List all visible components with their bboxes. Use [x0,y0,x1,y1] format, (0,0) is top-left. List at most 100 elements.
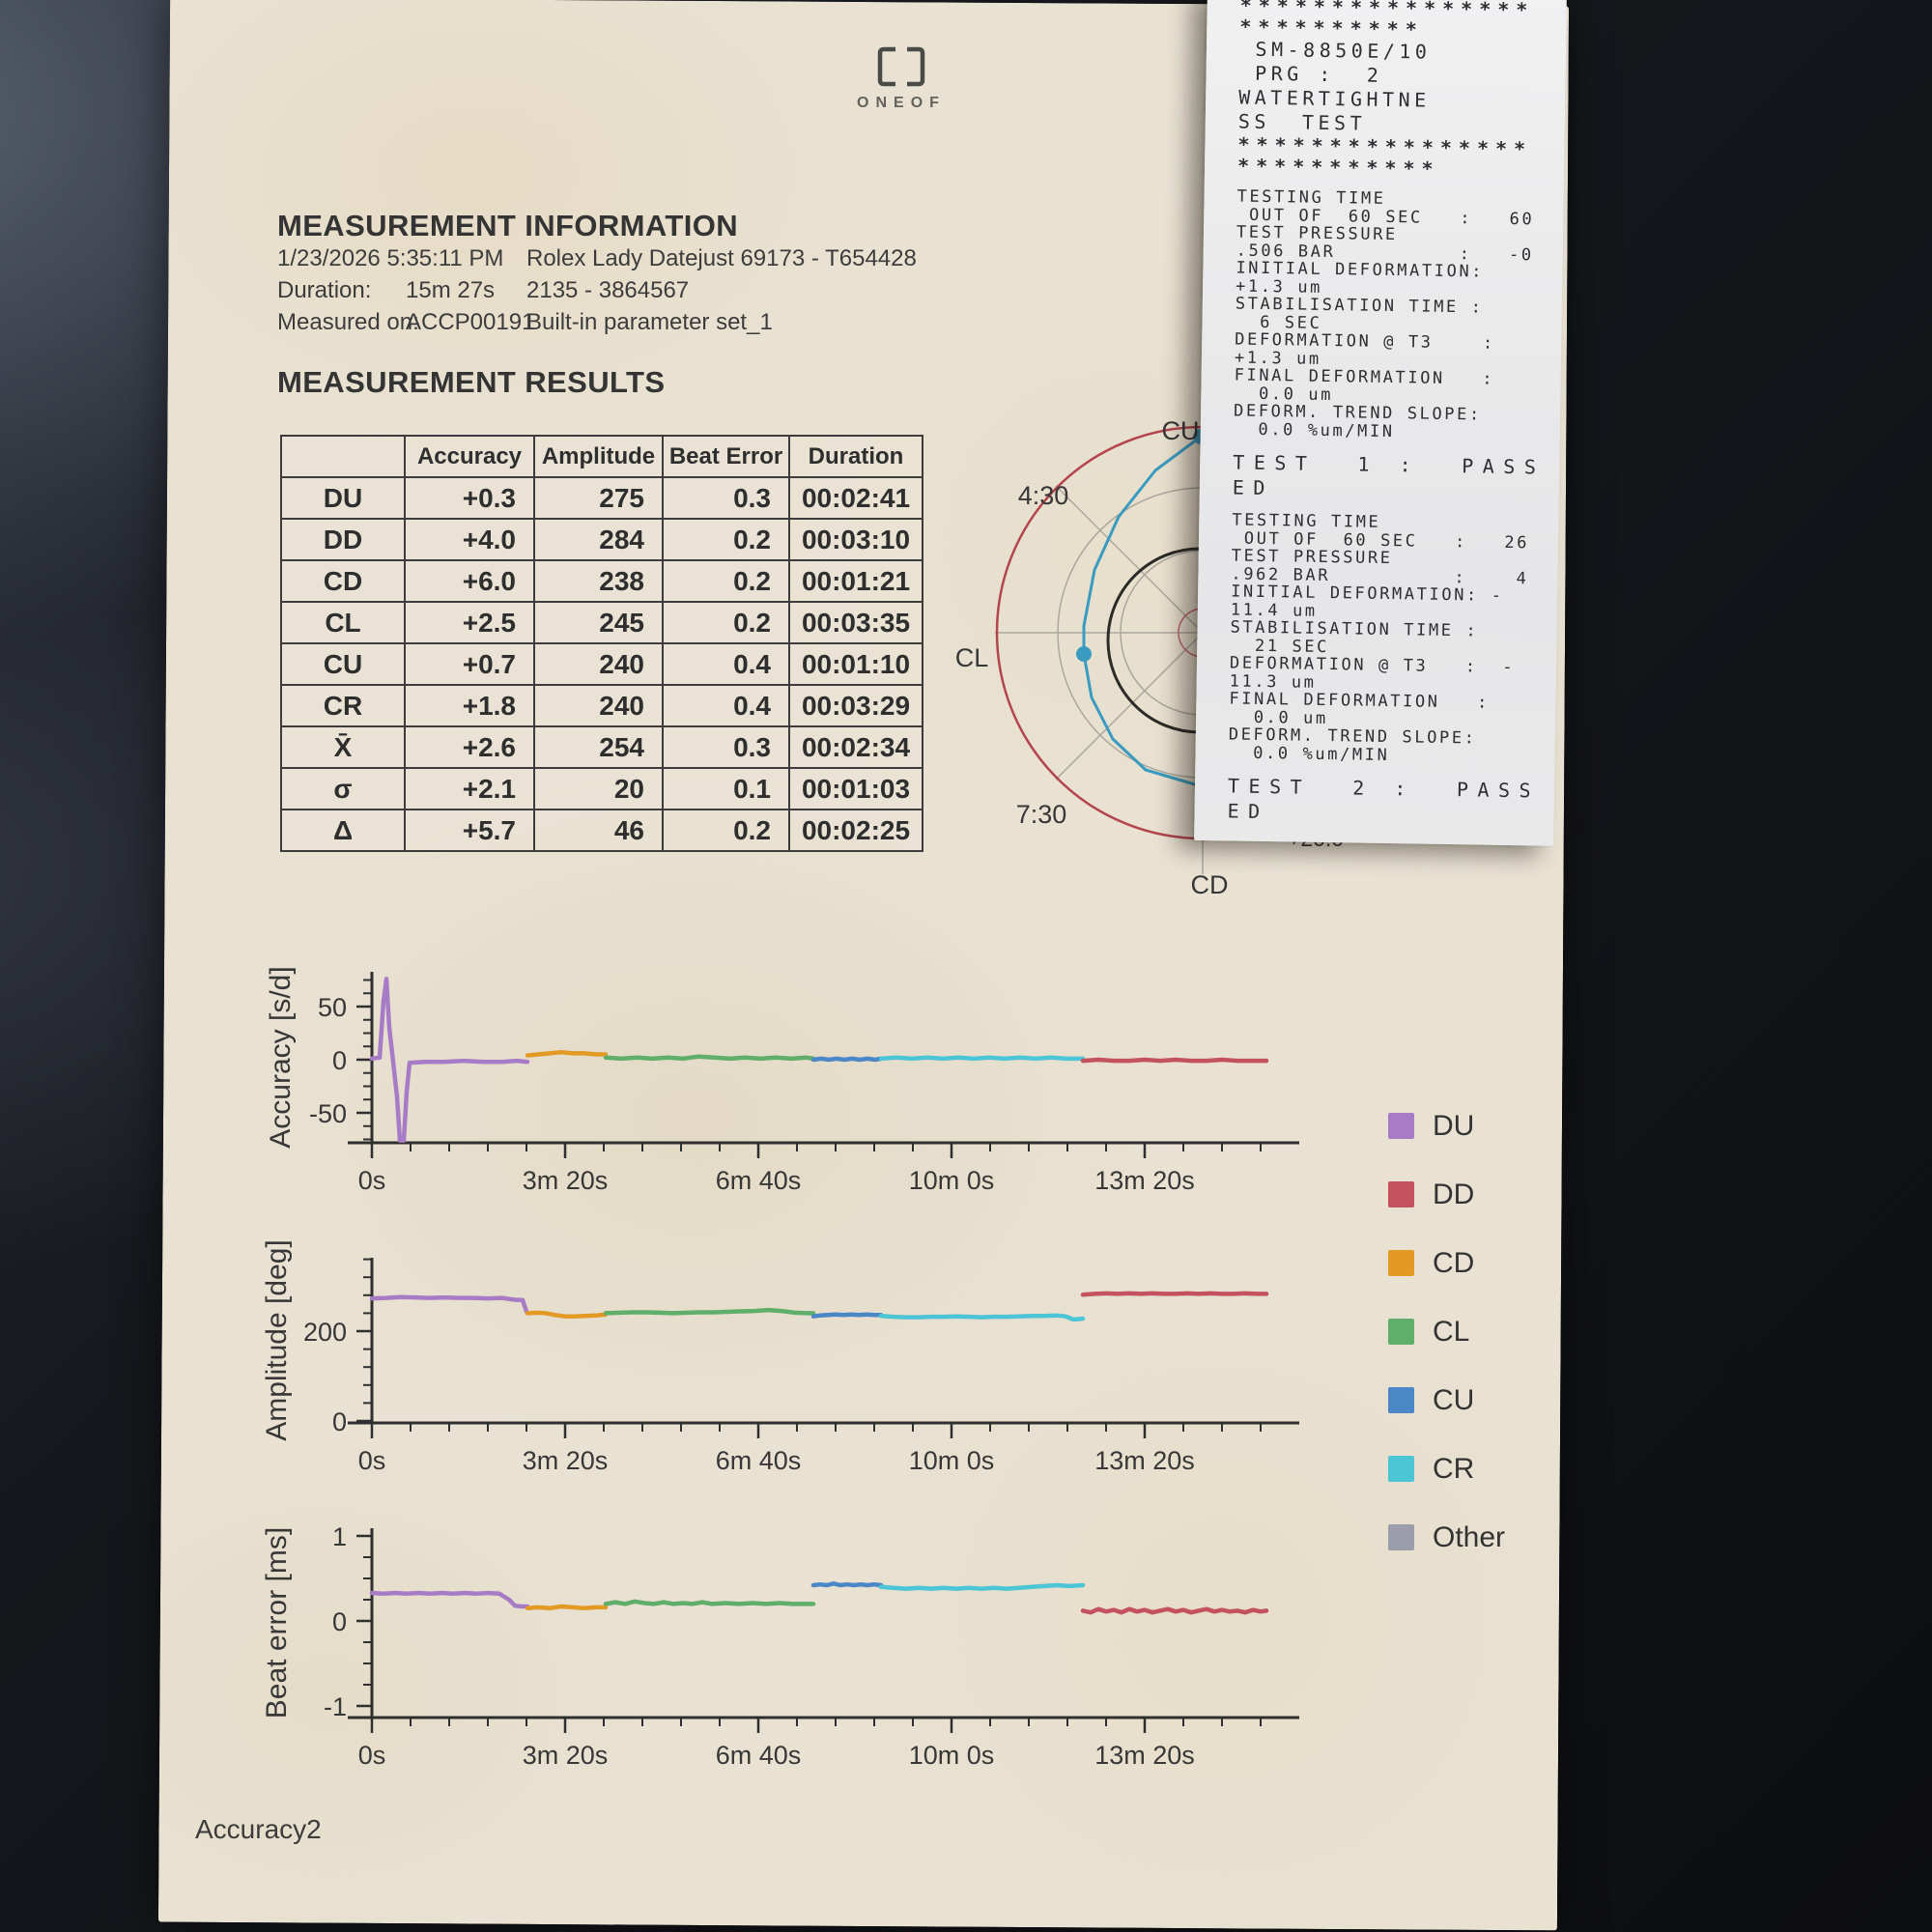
legend-label: CR [1433,1453,1475,1485]
results-cell: +6.0 [404,559,535,603]
receipt-line: ED [1227,799,1269,824]
results-cell: 0.3 [662,725,790,769]
legend-swatch [1388,1113,1414,1139]
legend-swatch [1388,1181,1414,1208]
results-row: CU +0.7 240 0.4 00:01:10 [280,642,923,686]
results-cell: +0.3 [404,476,535,520]
results-cell: 00:02:34 [788,725,923,769]
results-row-label: CU [280,642,406,686]
results-cell: 00:01:03 [788,767,923,810]
results-table: Accuracy Amplitude Beat Error Duration DU +0… [280,435,923,852]
results-cell: 254 [533,725,664,769]
results-cell: +2.1 [404,767,535,810]
results-cell: 0.2 [662,559,790,603]
results-cell: 00:02:25 [788,809,923,852]
results-cell: +2.6 [404,725,535,769]
results-row-label: σ [280,767,406,810]
results-cell: 46 [533,809,664,852]
results-cell: 00:03:35 [788,601,923,644]
legend-swatch [1388,1319,1414,1345]
legend-swatch [1388,1387,1414,1413]
results-col-header: Duration [788,435,923,478]
results-row-label: DU [280,476,406,520]
legend-swatch [1388,1524,1414,1550]
results-row-label: DD [280,518,406,561]
results-cell: 0.1 [662,767,790,810]
results-cell: 20 [533,767,664,810]
oneof-logo-text: ONEOF [857,95,946,111]
results-cell: 00:02:41 [788,476,923,520]
results-row: CL +2.5 245 0.2 00:03:35 [280,601,923,644]
results-cell: 0.4 [662,642,790,686]
info-cell: Rolex Lady Datejust 69173 - T654428 [526,245,917,271]
results-cell: 245 [533,601,664,644]
info-cell: ACCP00191 [406,309,535,335]
info-cell: 1/23/2026 5:35:11 PM [277,245,504,271]
results-col-header [280,435,406,478]
results-cell: 0.2 [662,601,790,644]
measurement-results-title: MEASUREMENT RESULTS [277,365,666,399]
results-row: σ +2.1 20 0.1 00:01:03 [280,767,923,810]
results-header-row: Accuracy Amplitude Beat Error Duration [280,435,923,478]
results-row-label: Δ [280,809,406,852]
results-row-label: CR [280,684,406,727]
legend-label: CU [1433,1384,1475,1416]
results-row: Δ +5.7 46 0.2 00:02:25 [280,809,923,852]
results-cell: +4.0 [404,518,535,561]
results-row: CD +6.0 238 0.2 00:01:21 [280,559,923,603]
results-cell: 0.2 [662,518,790,561]
info-cell: 2135 - 3864567 [526,277,690,303]
results-row: X̄ +2.6 254 0.3 00:02:34 [280,725,923,769]
results-table-head: Accuracy Amplitude Beat Error Duration [280,435,923,478]
results-row: CR +1.8 240 0.4 00:03:29 [280,684,923,727]
legend-label: Other [1433,1521,1506,1553]
info-row: 1/23/2026 5:35:11 PM Rolex Lady Datejust … [277,245,953,277]
results-cell: 238 [533,559,664,603]
footer-label: Accuracy2 [195,1814,322,1844]
info-cell: Measured on: [277,309,419,335]
results-cell: +1.8 [404,684,535,727]
results-cell: 240 [533,684,664,727]
measurement-information-title: MEASUREMENT INFORMATION [277,209,739,242]
results-cell: 275 [533,476,664,520]
receipt-text: **************** ********** SM-8850E/10 P… [1194,0,1567,829]
legend-label: DU [1433,1110,1475,1142]
info-cell: 15m 27s [406,277,496,303]
results-row-label: CD [280,559,406,603]
results-cell: +0.7 [404,642,535,686]
results-col-header: Accuracy [404,435,535,478]
info-row: Measured on: ACCP00191 Built-in parameter … [277,309,953,341]
info-cell: Built-in parameter set_1 [526,309,773,335]
results-cell: 0.3 [662,476,790,520]
results-cell: +2.5 [404,601,535,644]
results-cell: 00:01:10 [788,642,923,686]
legend-label: DD [1433,1179,1475,1210]
results-cell: 00:01:21 [788,559,923,603]
results-cell: 00:03:10 [788,518,923,561]
results-row-label: CL [280,601,406,644]
results-table-body: DU +0.3 275 0.3 00:02:41 DD +4.0 284 0.2 00:03:10… [280,476,923,852]
results-row-label: X̄ [280,725,406,769]
measurement-information-rows: 1/23/2026 5:35:11 PM Rolex Lady Datejust … [277,245,953,341]
results-row: DD +4.0 284 0.2 00:03:10 [280,518,923,561]
info-row: Duration: 15m 27s 2135 - 3864567 [277,277,953,309]
results-cell: 0.4 [662,684,790,727]
results-row: DU +0.3 275 0.3 00:02:41 [280,476,923,520]
oneof-logo: ONEOF [848,46,954,112]
receipt-line: TEST 1 : PASS [1233,450,1546,479]
legend-swatch [1388,1456,1414,1482]
results-col-header: Beat Error [662,435,790,478]
legend-swatch [1388,1250,1414,1276]
results-cell: +5.7 [404,809,535,852]
results-cell: 240 [533,642,664,686]
results-col-header: Amplitude [533,435,664,478]
results-cell: 00:03:29 [788,684,923,727]
receipt-line: TEST 2 : PASS [1227,774,1541,803]
results-cell: 284 [533,518,664,561]
oneof-logo-icon [877,46,925,87]
watertightness-receipt: **************** ********** SM-8850E/10 P… [1194,0,1567,846]
results-cell: 0.2 [662,809,790,852]
chart-legend: DU DD CD CL CU CR Other [1388,1110,1581,1634]
info-cell: Duration: [277,277,372,303]
